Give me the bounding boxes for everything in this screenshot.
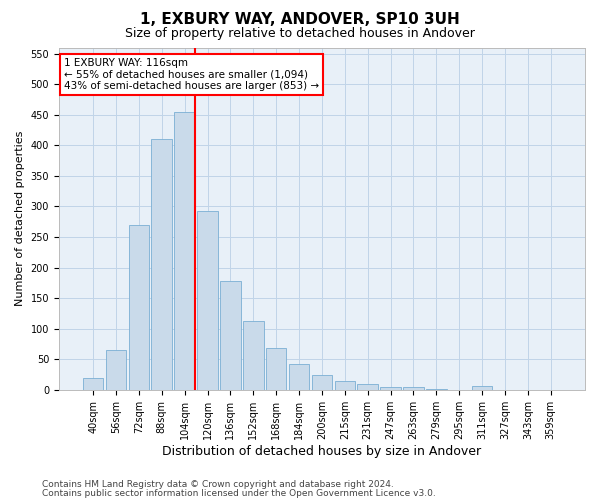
Bar (380, 387, 401, 390)
Text: Contains public sector information licensed under the Open Government Licence v3: Contains public sector information licen… (42, 488, 436, 498)
Bar (151, 139, 172, 390)
Bar (243, 321, 263, 390)
Bar (289, 364, 310, 390)
Bar (358, 384, 378, 390)
Bar (106, 350, 126, 390)
X-axis label: Distribution of detached houses by size in Andover: Distribution of detached houses by size … (163, 444, 482, 458)
Bar (403, 388, 424, 390)
Bar (472, 386, 493, 390)
Bar (266, 348, 286, 390)
Bar (335, 382, 355, 390)
Text: Contains HM Land Registry data © Crown copyright and database right 2024.: Contains HM Land Registry data © Crown c… (42, 480, 394, 489)
Y-axis label: Number of detached properties: Number of detached properties (15, 131, 25, 306)
Text: Size of property relative to detached houses in Andover: Size of property relative to detached ho… (125, 28, 475, 40)
Bar (83, 378, 103, 390)
Bar (220, 281, 241, 390)
Text: 1 EXBURY WAY: 116sqm
← 55% of detached houses are smaller (1,094)
43% of semi-de: 1 EXBURY WAY: 116sqm ← 55% of detached h… (64, 58, 319, 91)
Bar (175, 112, 195, 390)
Bar (128, 225, 149, 390)
Bar (426, 388, 446, 390)
Bar (311, 375, 332, 390)
Bar (197, 210, 218, 390)
Text: 1, EXBURY WAY, ANDOVER, SP10 3UH: 1, EXBURY WAY, ANDOVER, SP10 3UH (140, 12, 460, 28)
